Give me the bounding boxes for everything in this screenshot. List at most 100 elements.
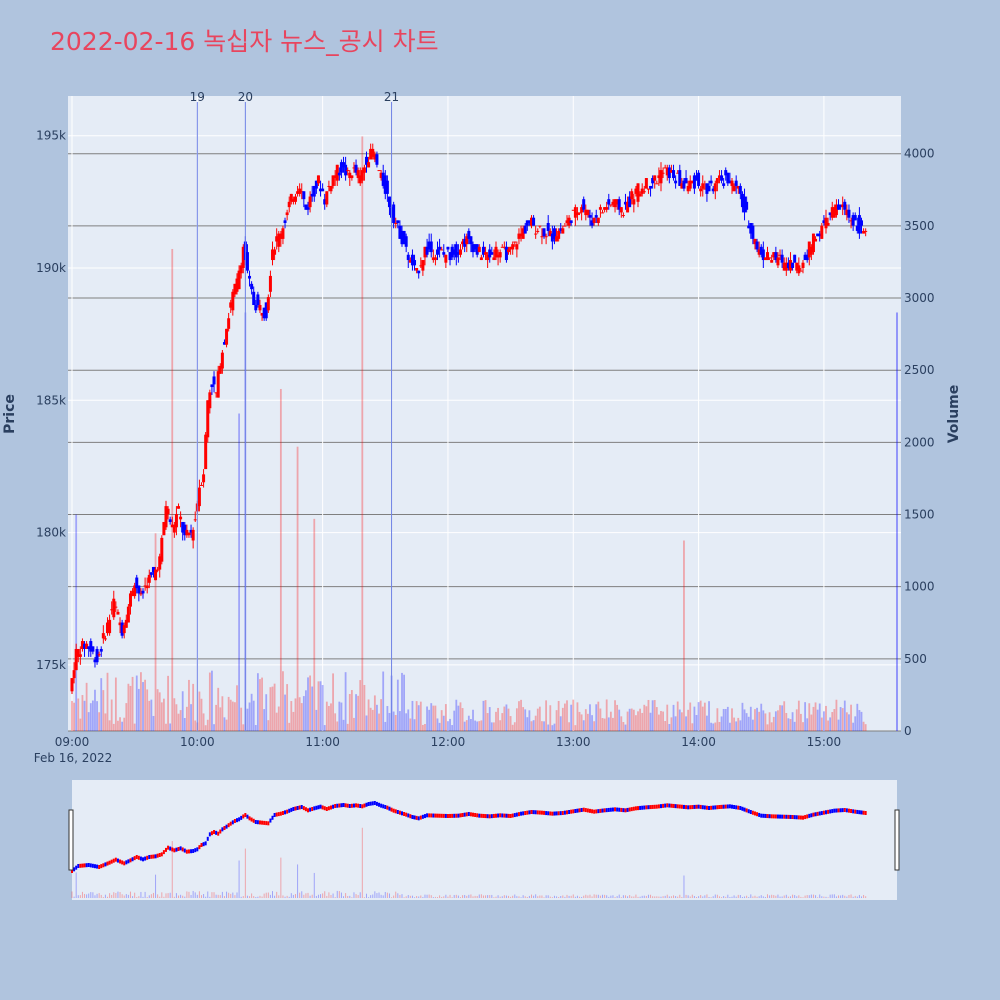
slider-volume-bar xyxy=(322,893,324,898)
volume-bar xyxy=(754,709,756,731)
slider-candle xyxy=(618,807,621,812)
candle-body xyxy=(488,249,492,258)
slider-volume-bar xyxy=(349,895,351,898)
slider-volume-bar xyxy=(854,895,856,898)
volume-bar xyxy=(399,711,401,731)
range-slider-left-handle[interactable] xyxy=(68,809,74,871)
range-slider-right-handle[interactable] xyxy=(894,809,900,871)
slider-volume-bar xyxy=(746,895,748,898)
candle-body xyxy=(657,175,661,179)
candle-body xyxy=(210,384,214,388)
slider-volume-bar xyxy=(407,894,409,898)
slider-volume-bar xyxy=(330,894,332,898)
volume-bar xyxy=(802,722,804,731)
slider-volume-bar xyxy=(466,895,468,898)
volume-bar xyxy=(764,713,767,731)
candle-body xyxy=(780,254,784,263)
slider-volume-bar xyxy=(382,895,384,898)
candle-body xyxy=(653,175,657,181)
candle-body xyxy=(80,641,84,649)
slider-volume-bar xyxy=(123,895,125,898)
volume-bar xyxy=(369,707,372,731)
volume-bar xyxy=(96,701,98,731)
candle-body xyxy=(592,217,596,223)
slider-volume-bar xyxy=(783,895,785,898)
slider-volume-bar xyxy=(482,895,484,898)
candle-body xyxy=(515,244,519,250)
slider-volume-bar xyxy=(230,893,232,898)
volume-bar xyxy=(363,684,366,731)
slider-volume-bar xyxy=(125,894,127,898)
range-slider[interactable] xyxy=(72,780,897,900)
candle-body xyxy=(788,260,792,271)
slider-candle xyxy=(288,808,291,813)
plot-area[interactable] xyxy=(68,96,901,731)
volume-bar xyxy=(394,714,397,731)
volume-bar xyxy=(215,704,218,731)
volume-bar xyxy=(492,722,495,731)
slider-volume-bar xyxy=(336,890,338,898)
slider-volume-bar xyxy=(313,872,315,898)
slider-volume-bar xyxy=(315,895,317,898)
volume-bar xyxy=(353,717,355,731)
volume-bar xyxy=(344,672,347,731)
slider-candle xyxy=(198,845,201,850)
slider-candle xyxy=(751,810,754,815)
volume-bar xyxy=(816,709,819,731)
slider-candle xyxy=(256,820,259,825)
volume-bar xyxy=(396,679,399,731)
slider-candle xyxy=(461,813,464,817)
volume-bar xyxy=(432,705,435,731)
price-tick-label: 190k xyxy=(36,261,66,275)
slider-candle xyxy=(438,813,441,818)
slider-candle xyxy=(847,808,850,813)
candle-body xyxy=(241,246,245,268)
volume-bar xyxy=(373,695,376,731)
slider-candle xyxy=(630,807,633,812)
slider-candle xyxy=(827,809,830,814)
volume-bar xyxy=(770,722,773,731)
volume-bar xyxy=(689,702,692,731)
candle-body xyxy=(774,252,778,261)
slider-candle xyxy=(338,803,341,808)
slider-candle xyxy=(804,815,807,820)
volume-tick-label: 500 xyxy=(904,652,927,666)
volume-bar xyxy=(152,715,155,731)
slider-candle xyxy=(252,818,255,823)
slider-volume-bar xyxy=(516,896,518,898)
volume-bar xyxy=(595,704,598,731)
slider-volume-bar xyxy=(278,895,280,898)
slider-candle xyxy=(254,820,257,824)
slider-candle xyxy=(244,813,247,817)
slider-candle xyxy=(779,814,782,819)
candle-body xyxy=(214,392,218,394)
candle-body xyxy=(237,270,241,290)
volume-bar xyxy=(307,677,309,731)
slider-volume-bar xyxy=(92,892,94,898)
slider-volume-bar xyxy=(650,894,652,898)
slider-volume-bar xyxy=(733,895,735,898)
volume-bar xyxy=(497,707,499,731)
candle-body xyxy=(623,201,627,205)
slider-candle xyxy=(664,803,667,808)
volume-bar xyxy=(284,694,286,731)
slider-candle xyxy=(593,809,596,814)
candle-body xyxy=(174,514,178,528)
volume-bar xyxy=(664,720,667,731)
volume-bar xyxy=(411,700,414,731)
slider-candle xyxy=(586,808,589,813)
volume-bar xyxy=(211,670,213,731)
slider-candle xyxy=(432,813,435,818)
candle-body xyxy=(110,609,114,611)
volume-bar xyxy=(589,704,591,731)
candle-body xyxy=(337,172,341,176)
slider-candle xyxy=(852,809,855,814)
candle-body xyxy=(304,204,308,210)
volume-bar xyxy=(699,700,702,731)
volume-bar xyxy=(591,715,593,731)
price-tick-label: 175k xyxy=(36,658,66,672)
candle-body xyxy=(749,223,753,234)
candle-body xyxy=(70,678,74,692)
candle-body xyxy=(747,225,751,229)
candle-body xyxy=(839,204,843,208)
